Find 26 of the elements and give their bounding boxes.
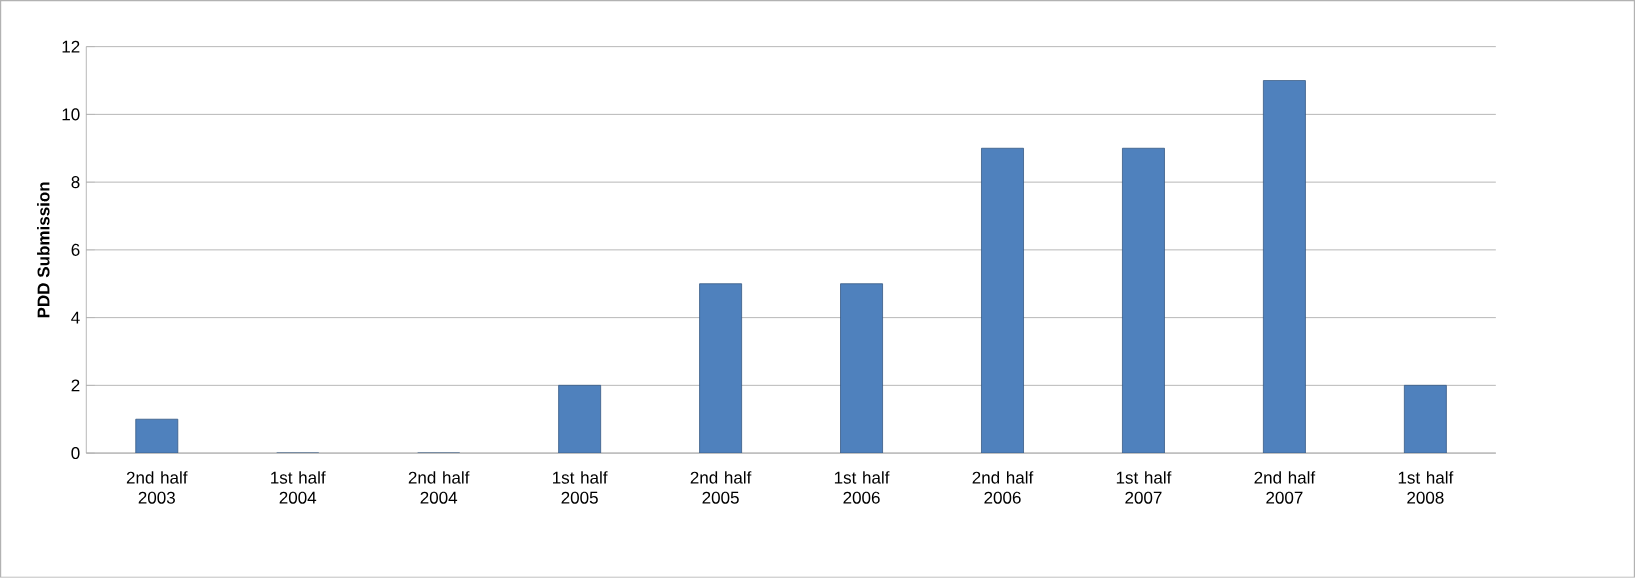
bar	[558, 385, 602, 454]
y-tick-label: 2	[71, 379, 80, 392]
x-tick-label: 2nd half 2003	[126, 471, 188, 504]
x-tick-label: 2nd half 2006	[972, 471, 1034, 504]
x-tick-label: 2nd half 2004	[408, 471, 470, 504]
x-tick-label: 1st half 2005	[553, 471, 608, 504]
y-tick-label: 0	[71, 447, 80, 460]
x-tick-label: 1st half 2006	[834, 471, 890, 504]
bar	[1403, 385, 1447, 454]
y-tick-label: 6	[71, 243, 80, 256]
x-tick-label: 1st half 2007	[1116, 471, 1172, 504]
bar	[699, 283, 743, 454]
bar	[981, 147, 1024, 454]
x-tick-label: 2nd half 2005	[690, 471, 752, 504]
x-tick-label: 1st half 2008	[1398, 471, 1454, 504]
x-tick-label: 2nd half 2007	[1254, 471, 1316, 504]
y-tick-label: 4	[71, 311, 80, 324]
y-axis-title: PDD Submission	[37, 182, 50, 318]
y-tick-label: 10	[62, 108, 80, 121]
bar	[1262, 80, 1306, 454]
bar	[1122, 147, 1165, 454]
y-tick-label: 12	[62, 40, 80, 53]
bar	[135, 418, 179, 454]
x-tick-label: 1st half 2004	[271, 471, 326, 504]
y-tick-label: 8	[71, 176, 80, 189]
bar	[840, 283, 883, 454]
